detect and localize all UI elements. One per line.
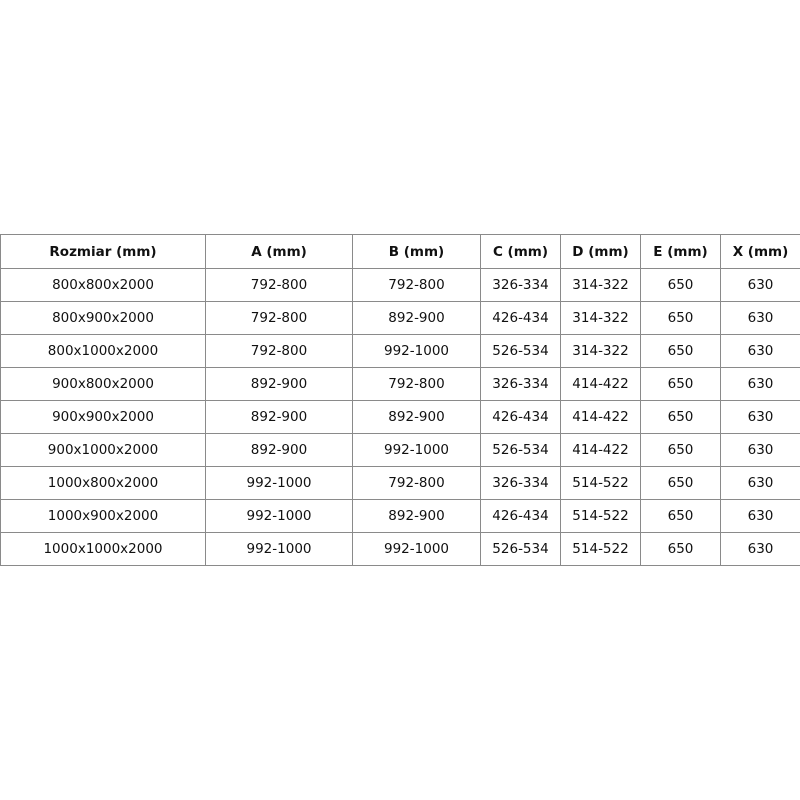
column-header: A (mm) (205, 234, 353, 269)
table-cell: 792-800 (205, 268, 353, 302)
table-cell: 630 (720, 334, 800, 368)
table-row: 800x800x2000 792-800 792-800 326-334 314-322… (0, 268, 800, 302)
table-cell: 892-900 (205, 433, 353, 467)
table-cell: 792-800 (205, 334, 353, 368)
table-cell: 326-334 (480, 268, 561, 302)
table-cell: 900x800x2000 (0, 367, 206, 401)
dimensions-table: Rozmiar (mm) A (mm) B (mm) C (mm) D (mm) E (m… (0, 234, 800, 566)
table-cell: 650 (640, 301, 721, 335)
table-cell: 900x900x2000 (0, 400, 206, 434)
table-cell: 992-1000 (352, 433, 481, 467)
table-cell: 526-534 (480, 532, 561, 566)
table-cell: 992-1000 (205, 499, 353, 533)
table-cell: 892-900 (205, 367, 353, 401)
table-row: 800x900x2000 792-800 892-900 426-434 314-322… (0, 301, 800, 335)
column-header: E (mm) (640, 234, 721, 269)
table-cell: 314-322 (560, 334, 641, 368)
table-cell: 326-334 (480, 367, 561, 401)
table-cell: 650 (640, 433, 721, 467)
table-cell: 630 (720, 433, 800, 467)
table-cell: 792-800 (352, 466, 481, 500)
table-row: 900x1000x2000 892-900 992-1000 526-534 414-4… (0, 433, 800, 467)
table-cell: 650 (640, 334, 721, 368)
table-cell: 1000x800x2000 (0, 466, 206, 500)
table-cell: 630 (720, 499, 800, 533)
table-cell: 650 (640, 532, 721, 566)
table-cell: 314-322 (560, 301, 641, 335)
table-cell: 892-900 (352, 400, 481, 434)
table-row: 1000x1000x2000 992-1000 992-1000 526-534 514… (0, 532, 800, 566)
table-cell: 414-422 (560, 433, 641, 467)
table-cell: 650 (640, 466, 721, 500)
table-cell: 414-422 (560, 400, 641, 434)
column-header: C (mm) (480, 234, 561, 269)
table-cell: 800x900x2000 (0, 301, 206, 335)
table-cell: 314-322 (560, 268, 641, 302)
table-row: 1000x900x2000 992-1000 892-900 426-434 514-5… (0, 499, 800, 533)
table-cell: 792-800 (352, 367, 481, 401)
table-cell: 892-900 (352, 499, 481, 533)
table-cell: 892-900 (352, 301, 481, 335)
table-cell: 992-1000 (352, 334, 481, 368)
table-cell: 900x1000x2000 (0, 433, 206, 467)
table-cell: 514-522 (560, 499, 641, 533)
table-cell: 426-434 (480, 301, 561, 335)
table-cell: 800x800x2000 (0, 268, 206, 302)
table-cell: 526-534 (480, 433, 561, 467)
table-row: 900x900x2000 892-900 892-900 426-434 414-422… (0, 400, 800, 434)
table-cell: 630 (720, 400, 800, 434)
table-cell: 326-334 (480, 466, 561, 500)
table-cell: 650 (640, 400, 721, 434)
table-cell: 650 (640, 268, 721, 302)
table-cell: 630 (720, 268, 800, 302)
column-header: X (mm) (720, 234, 800, 269)
table-cell: 630 (720, 301, 800, 335)
table-cell: 426-434 (480, 400, 561, 434)
table-cell: 792-800 (205, 301, 353, 335)
table-cell: 800x1000x2000 (0, 334, 206, 368)
table-cell: 650 (640, 499, 721, 533)
table-cell: 792-800 (352, 268, 481, 302)
table-cell: 992-1000 (205, 466, 353, 500)
table-row: 900x800x2000 892-900 792-800 326-334 414-422… (0, 367, 800, 401)
column-header: B (mm) (352, 234, 481, 269)
table-row: 800x1000x2000 792-800 992-1000 526-534 314-3… (0, 334, 800, 368)
table-cell: 514-522 (560, 466, 641, 500)
table-cell: 630 (720, 532, 800, 566)
table-cell: 414-422 (560, 367, 641, 401)
table-cell: 630 (720, 466, 800, 500)
table-cell: 650 (640, 367, 721, 401)
column-header: D (mm) (560, 234, 641, 269)
table-cell: 526-534 (480, 334, 561, 368)
column-header: Rozmiar (mm) (0, 234, 206, 269)
header-row: Rozmiar (mm) A (mm) B (mm) C (mm) D (mm) E (m… (0, 234, 800, 269)
table-cell: 630 (720, 367, 800, 401)
table-cell: 892-900 (205, 400, 353, 434)
table-row: 1000x800x2000 992-1000 792-800 326-334 514-5… (0, 466, 800, 500)
table-cell: 1000x1000x2000 (0, 532, 206, 566)
table-cell: 514-522 (560, 532, 641, 566)
table-cell: 992-1000 (205, 532, 353, 566)
table-cell: 992-1000 (352, 532, 481, 566)
table-cell: 1000x900x2000 (0, 499, 206, 533)
table-cell: 426-434 (480, 499, 561, 533)
